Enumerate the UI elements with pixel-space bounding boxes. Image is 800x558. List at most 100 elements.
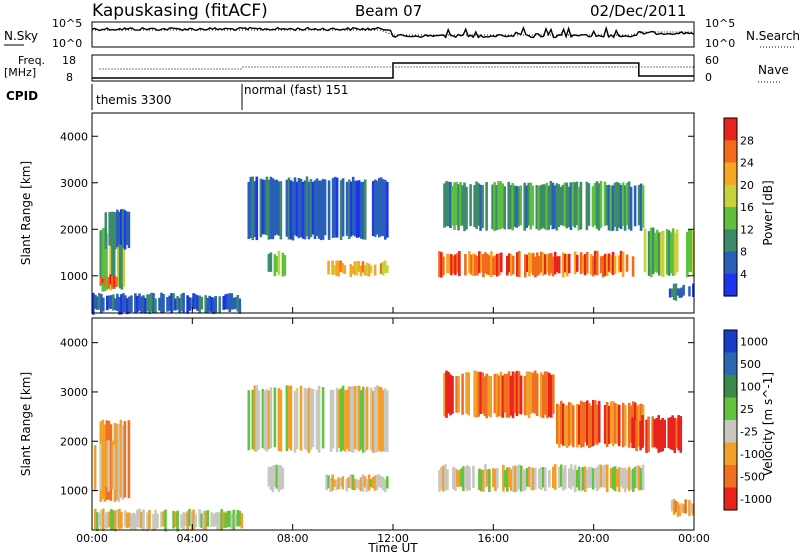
colorbar-cell bbox=[724, 465, 737, 488]
y-tick-label: 2000 bbox=[60, 435, 88, 448]
scatter-cell bbox=[355, 479, 359, 488]
scatter-cell bbox=[547, 185, 551, 230]
scatter-cell bbox=[627, 466, 631, 491]
scatter-cell bbox=[236, 510, 240, 527]
scatter-cell bbox=[585, 469, 589, 489]
scatter-cell bbox=[218, 296, 221, 314]
scatter-cell bbox=[303, 387, 307, 449]
scatter-cell bbox=[103, 227, 106, 292]
scatter-cell bbox=[367, 474, 371, 491]
scatter-cell bbox=[692, 503, 695, 516]
scatter-cell bbox=[573, 464, 577, 493]
scatter-cell bbox=[386, 476, 389, 489]
x-tick-label: 08:00 bbox=[277, 532, 309, 545]
scatter-cell bbox=[588, 403, 591, 448]
scatter-cell bbox=[529, 182, 533, 230]
scatter-cell bbox=[563, 253, 567, 273]
scatter-cell bbox=[639, 467, 643, 490]
scatter-cell bbox=[384, 179, 387, 240]
scatter-cell bbox=[289, 385, 293, 451]
scatter-cell bbox=[295, 181, 299, 237]
scatter-cell bbox=[349, 181, 353, 237]
scatter-cell bbox=[491, 184, 494, 230]
scatter-cell bbox=[365, 386, 369, 450]
scatter-cell bbox=[238, 298, 242, 314]
scatter-cell bbox=[101, 440, 105, 492]
scatter-cell bbox=[575, 181, 579, 226]
scatter-cell bbox=[112, 510, 115, 530]
scatter-cell bbox=[453, 182, 456, 230]
scatter-cell bbox=[609, 254, 613, 274]
scatter-cell bbox=[498, 253, 501, 276]
scatter-cell bbox=[482, 469, 485, 492]
scatter-cell bbox=[661, 230, 665, 278]
scatter-cell bbox=[355, 261, 359, 276]
scatter-cell bbox=[345, 181, 349, 236]
scatter-cell bbox=[331, 390, 335, 449]
scatter-cell bbox=[116, 293, 119, 311]
scatter-cell bbox=[113, 276, 116, 288]
scatter-cell bbox=[623, 467, 627, 493]
scatter-cell bbox=[94, 508, 97, 530]
colorbar-cell bbox=[724, 487, 737, 511]
scatter-cell bbox=[365, 479, 369, 492]
scatter-cell bbox=[629, 405, 633, 443]
scatter-cell bbox=[631, 417, 634, 449]
scatter-cell bbox=[615, 182, 619, 232]
scatter-cell bbox=[380, 387, 383, 452]
scatter-cell bbox=[663, 419, 666, 448]
scatter-cell bbox=[206, 297, 209, 313]
scatter-cell bbox=[457, 376, 460, 413]
scatter-cell bbox=[611, 467, 615, 490]
scatter-cell bbox=[224, 512, 227, 529]
scatter-cell bbox=[224, 294, 227, 310]
velocity-y-axis: 1000 2000 3000 4000 bbox=[60, 337, 694, 498]
scatter-cell bbox=[113, 231, 116, 289]
scatter-cell bbox=[509, 375, 513, 416]
scatter-cell bbox=[118, 508, 121, 529]
scatter-cell bbox=[251, 176, 255, 241]
scatter-cell bbox=[643, 228, 647, 273]
scatter-cell bbox=[339, 260, 342, 272]
scatter-cell bbox=[234, 514, 238, 527]
velocity-colorbar: 1000 500 100 25 -25 -100 -500 -1000 bbox=[723, 329, 772, 511]
scatter-cell bbox=[108, 212, 111, 246]
scatter-cell bbox=[569, 182, 573, 230]
scatter-cell bbox=[111, 231, 114, 288]
scatter-cell bbox=[261, 389, 265, 449]
freq-label-line2: [MHz] bbox=[4, 66, 36, 79]
scatter-cell bbox=[465, 372, 468, 414]
scatter-cell bbox=[684, 499, 687, 514]
scatter-cell bbox=[99, 443, 103, 490]
scatter-cell bbox=[170, 293, 173, 313]
scatter-cell bbox=[162, 294, 165, 313]
scatter-cell bbox=[540, 251, 543, 273]
scatter-cell bbox=[317, 385, 321, 453]
scatter-cell bbox=[633, 185, 637, 227]
scatter-cell bbox=[567, 186, 571, 228]
scatter-cell bbox=[146, 294, 149, 312]
scatter-cell bbox=[480, 469, 483, 492]
scatter-cell bbox=[178, 297, 181, 313]
scatter-cell bbox=[277, 181, 281, 236]
scatter-cell bbox=[541, 374, 545, 419]
scatter-cell bbox=[208, 295, 211, 312]
scatter-cell bbox=[531, 185, 535, 226]
scatter-cell bbox=[581, 467, 585, 491]
scatter-cell bbox=[180, 293, 183, 312]
scatter-cell bbox=[678, 288, 682, 299]
scatter-cell bbox=[188, 508, 191, 527]
colorbar-frame bbox=[723, 117, 738, 297]
scatter-cell bbox=[472, 253, 475, 276]
scatter-cell bbox=[676, 288, 680, 296]
colorbar-tick-label: 8 bbox=[740, 246, 747, 259]
colorbar-cell bbox=[724, 420, 737, 443]
scatter-cell bbox=[104, 212, 107, 249]
scatter-cell bbox=[647, 416, 650, 452]
velocity-colorbar-label: Velocity [m s^-1] bbox=[761, 372, 775, 476]
scatter-cell bbox=[499, 181, 502, 230]
scatter-cell bbox=[120, 209, 123, 245]
scatter-cell bbox=[154, 509, 157, 530]
scatter-cell bbox=[613, 255, 617, 274]
nave-series bbox=[92, 62, 694, 79]
